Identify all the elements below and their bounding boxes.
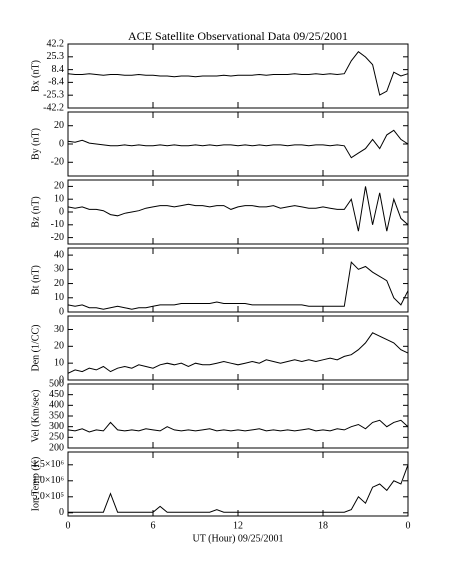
y-tick-label: 5.0×10⁵ <box>32 491 64 502</box>
y-tick-label: 300 <box>49 421 64 432</box>
y-tick-label: 350 <box>49 410 64 421</box>
data-line <box>67 261 409 310</box>
chart-title: ACE Satellite Observational Data 09/25/2… <box>128 29 348 43</box>
y-tick-label: 1.0×10⁶ <box>32 475 64 486</box>
data-line <box>68 464 409 513</box>
y-axis-label: Bz (nT) <box>30 196 41 227</box>
x-tick-label: 0 <box>66 520 71 531</box>
y-tick-label: 450 <box>49 389 64 400</box>
y-axis-label: Ion Temp (K) <box>30 457 41 512</box>
y-tick-label: 400 <box>49 400 64 411</box>
data-line <box>67 419 409 433</box>
panel-frame <box>67 179 409 245</box>
panel-frame <box>67 111 409 177</box>
y-tick-label: -20 <box>51 232 64 243</box>
y-tick-label: 10 <box>54 193 64 204</box>
x-axis-label: UT (Hour) 09/25/2001 <box>193 533 284 544</box>
y-tick-label: -42.2 <box>43 102 64 113</box>
panel-frame <box>67 247 409 313</box>
y-tick-label: -8.4 <box>48 77 64 88</box>
y-tick-label: 250 <box>49 432 64 443</box>
x-tick-label: 18 <box>318 520 328 531</box>
y-tick-label: -20 <box>51 157 64 168</box>
data-line <box>67 51 409 96</box>
data-line <box>67 186 409 232</box>
y-tick-label: 20 <box>54 181 64 192</box>
y-tick-label: 500 <box>49 378 64 389</box>
y-tick-label: 20 <box>54 341 64 352</box>
y-tick-label: 20 <box>54 278 64 289</box>
panel-frame <box>67 315 409 381</box>
x-tick-label: 0 <box>406 520 411 531</box>
y-tick-label: 20 <box>54 120 64 131</box>
y-axis-label: Vel (Km/sec) <box>30 389 41 442</box>
y-tick-label: 40 <box>54 249 64 260</box>
panel-frame <box>67 383 409 449</box>
y-axis-label: Den (1/CC) <box>30 325 41 372</box>
data-line <box>67 129 409 159</box>
y-axis-label: Bt (nT) <box>30 265 41 295</box>
y-tick-label: 200 <box>49 442 64 453</box>
y-tick-label: 0 <box>59 306 64 317</box>
y-tick-label: 0 <box>59 206 64 217</box>
y-tick-label: -25.3 <box>43 89 64 100</box>
x-tick-label: 6 <box>151 520 156 531</box>
panel-frame <box>67 451 409 517</box>
y-tick-label: 8.4 <box>52 64 65 75</box>
y-tick-label: 30 <box>54 264 64 275</box>
y-axis-label: Bx (nT) <box>30 60 41 92</box>
x-tick-label: 12 <box>233 520 243 531</box>
y-tick-label: -10 <box>51 219 64 230</box>
y-tick-label: 25.3 <box>47 51 65 62</box>
y-tick-label: 0 <box>59 374 64 385</box>
y-tick-label: 42.2 <box>47 38 65 49</box>
y-tick-label: 10 <box>54 292 64 303</box>
y-axis-label: By (nT) <box>30 128 41 160</box>
y-tick-label: 1.5×10⁶ <box>32 459 64 470</box>
y-tick-label: 0 <box>59 138 64 149</box>
y-tick-label: 30 <box>54 324 64 335</box>
data-line <box>67 332 409 374</box>
y-tick-label: 0 <box>59 507 64 518</box>
y-tick-label: 10 <box>54 357 64 368</box>
